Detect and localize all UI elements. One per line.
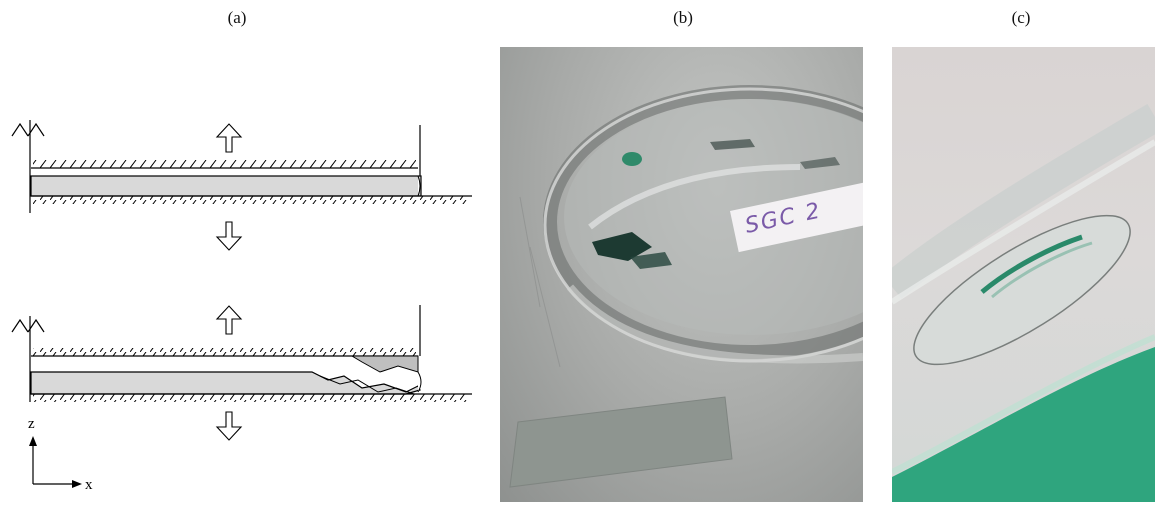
- arrow-up-icon: [215, 123, 243, 153]
- photo-b-drawing: [509, 85, 863, 488]
- z-axis-label: z: [28, 416, 35, 432]
- lower-configuration: [11, 305, 472, 441]
- z-axis-arrow-icon: [29, 436, 37, 446]
- x-axis-label: x: [85, 477, 93, 493]
- cracked-layer-strip: [30, 371, 421, 395]
- upper-configuration: [11, 120, 472, 251]
- clamp-symbol: [11, 122, 45, 137]
- layer-strip: [30, 175, 422, 197]
- photo-sample-b: SGC 2: [500, 47, 863, 502]
- x-axis-arrow-icon: [72, 480, 82, 488]
- sample-strip: [509, 396, 733, 488]
- arrow-up-icon: [215, 305, 243, 335]
- panel-label-a: (a): [227, 8, 247, 27]
- photo-c-drawing: [892, 104, 1155, 502]
- panel-label-c: (c): [1011, 8, 1031, 27]
- coordinate-axes: z x: [28, 416, 93, 493]
- arrow-down-icon: [215, 221, 243, 251]
- delaminated-region: [350, 355, 419, 373]
- green-stripe: [892, 347, 1155, 502]
- panel-label-b: (b): [673, 8, 693, 27]
- arrow-down-icon: [215, 411, 243, 441]
- photo-sample-c: [892, 47, 1155, 502]
- crack-path: [319, 375, 415, 395]
- schematic-diagram: z x: [11, 120, 472, 493]
- clamp-symbol: [11, 318, 45, 333]
